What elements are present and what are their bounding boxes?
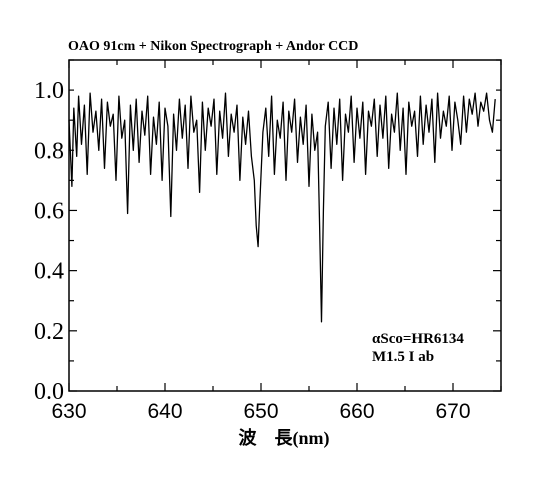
chart-title: OAO 91cm + Nikon Spectrograph + Andor CC… [68, 39, 358, 54]
y-tick-label: 0.2 [34, 319, 64, 345]
x-axis: 630 640 650 660 670 [51, 60, 502, 423]
spectrum-line [68, 92, 496, 323]
y-tick-label: 0.6 [34, 198, 64, 224]
series-layer [68, 92, 496, 323]
y-tick-label: 1.0 [34, 78, 64, 104]
y-axis: 0.0 0.2 0.4 0.6 0.8 1.0 [34, 59, 501, 405]
x-tick-label: 640 [147, 400, 182, 423]
x-tick-label: 670 [435, 400, 470, 423]
y-tick-label: 0.8 [34, 138, 64, 164]
x-tick-label: 630 [51, 400, 86, 423]
y-tick-label: 0.0 [34, 379, 64, 405]
x-tick-label: 650 [243, 400, 278, 423]
plot-area [68, 59, 502, 392]
y-tick-label: 0.4 [34, 259, 64, 285]
annotation-spectral-type: M1.5 I ab [372, 349, 434, 365]
annotation-star-name: αSco=HR6134 [372, 331, 464, 347]
x-axis-label: 波 長(nm) [239, 427, 330, 449]
x-tick-label: 660 [339, 400, 374, 423]
plot-border [68, 59, 502, 392]
